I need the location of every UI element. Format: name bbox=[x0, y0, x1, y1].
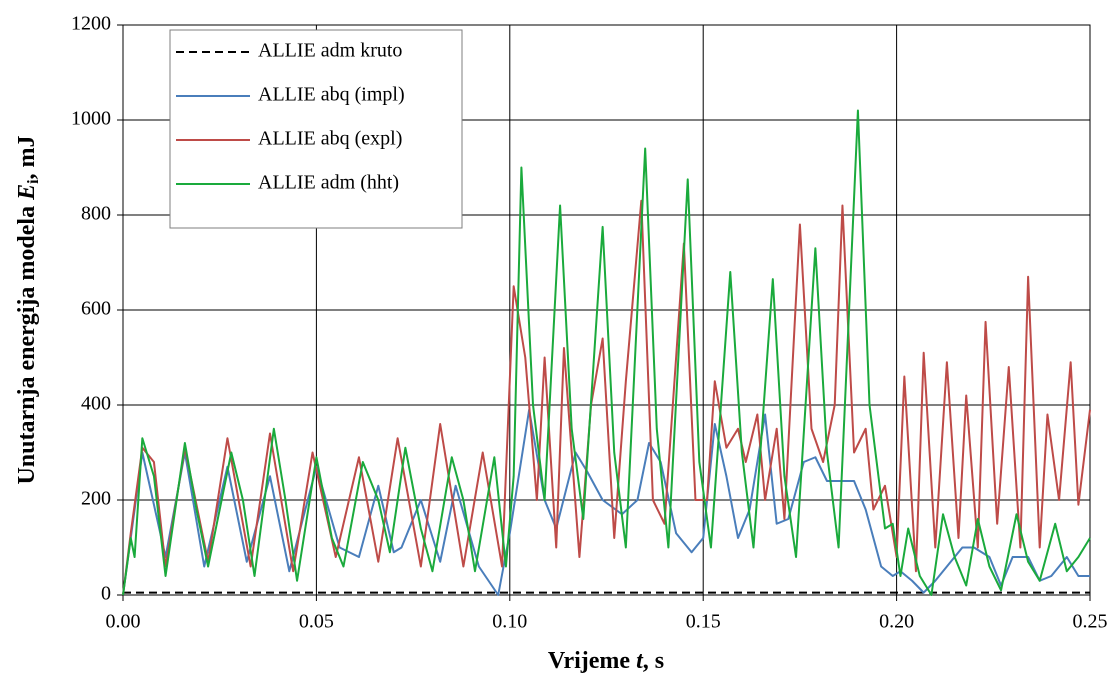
legend-label: ALLIE adm (hht) bbox=[258, 172, 399, 194]
y-label-part: , mJ bbox=[14, 135, 40, 179]
series-line bbox=[122, 199, 1091, 596]
x-label-part: Vrijeme bbox=[548, 648, 636, 674]
legend-label: ALLIE adm kruto bbox=[258, 40, 402, 62]
x-tick-label: 0.25 bbox=[1073, 611, 1108, 633]
x-tick-label: 0.10 bbox=[492, 611, 527, 633]
y-tick-label: 0 bbox=[101, 583, 111, 605]
x-label-part: , s bbox=[643, 648, 664, 674]
x-tick-label: 0.15 bbox=[686, 611, 721, 633]
x-tick-label: 0.05 bbox=[299, 611, 334, 633]
legend-label: ALLIE abq (impl) bbox=[258, 84, 405, 106]
legend: ALLIE adm kruto ALLIE abq (impl) ALLIE abq… bbox=[169, 29, 463, 229]
x-tick-label: 0.20 bbox=[879, 611, 914, 633]
y-label-part: E bbox=[14, 184, 40, 201]
x-label-part: t bbox=[636, 648, 644, 674]
y-tick-label: 1000 bbox=[71, 108, 111, 130]
y-tick-label: 800 bbox=[81, 203, 111, 225]
legend-box bbox=[169, 29, 463, 229]
y-tick-label: 1200 bbox=[71, 13, 111, 35]
y-axis-label: Unutarnja energija modela Ei, mJ bbox=[14, 135, 42, 484]
y-label-part: i bbox=[25, 179, 42, 184]
y-tick-label: 200 bbox=[81, 488, 111, 510]
x-axis-label: Vrijeme t, s bbox=[548, 648, 664, 674]
legend-label: ALLIE abq (expl) bbox=[258, 128, 402, 150]
series-line bbox=[122, 109, 1091, 596]
y-label-part: Unutarnja energija modela bbox=[14, 200, 40, 485]
x-tick-label: 0.00 bbox=[106, 611, 141, 633]
y-tick-label: 600 bbox=[81, 298, 111, 320]
y-tick-label: 400 bbox=[81, 393, 111, 415]
plot-border bbox=[122, 24, 1091, 596]
